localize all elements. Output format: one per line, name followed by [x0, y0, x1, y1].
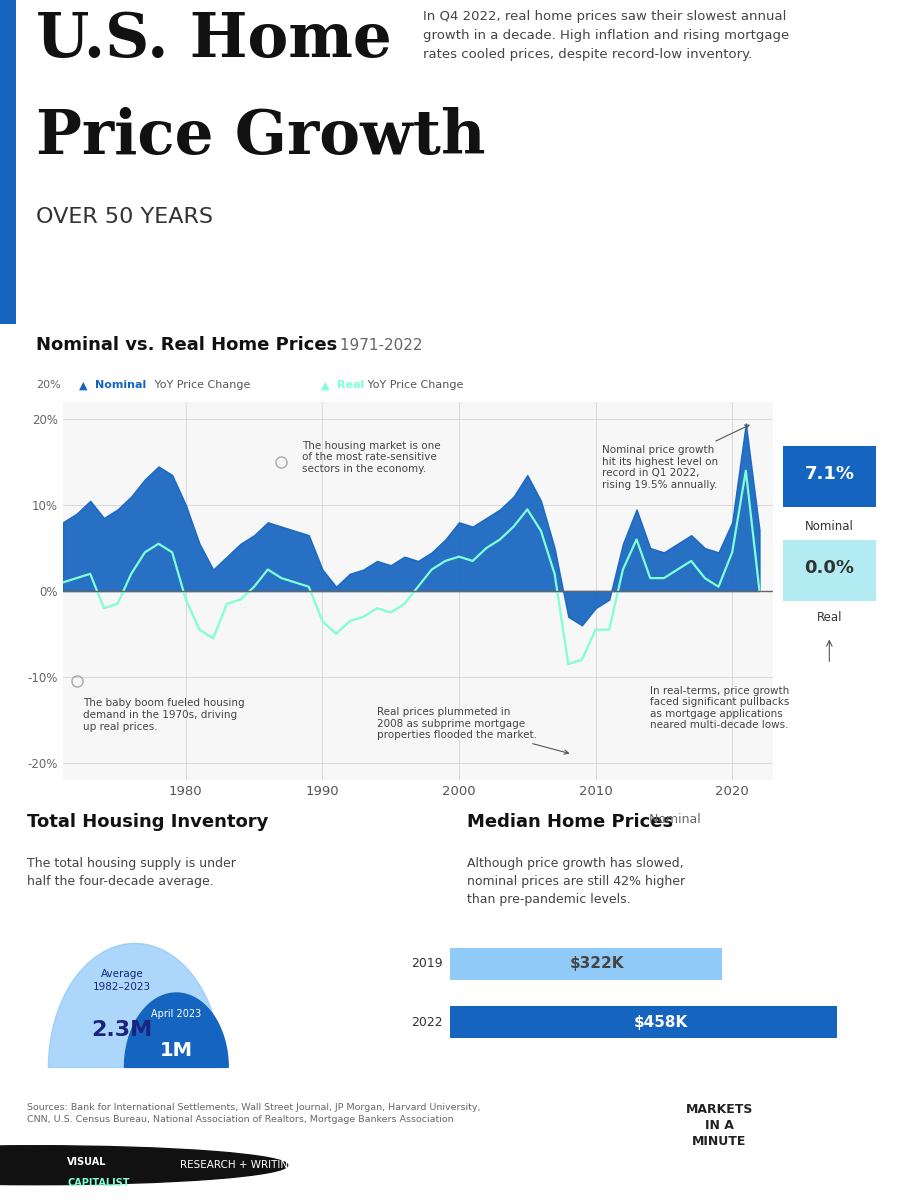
Text: Nominal: Nominal — [805, 520, 854, 533]
Text: Average
1982–2023: Average 1982–2023 — [93, 970, 151, 992]
Text: Median Home Prices: Median Home Prices — [467, 812, 673, 830]
FancyBboxPatch shape — [783, 446, 876, 506]
Text: Real: Real — [336, 380, 364, 390]
Text: U.S. Home: U.S. Home — [36, 10, 392, 70]
Bar — [0, 0, 16, 324]
Text: Sources: Bank for International Settlements, Wall Street Journal, JP Morgan, Har: Sources: Bank for International Settleme… — [27, 1103, 480, 1124]
Text: April 2023: April 2023 — [151, 1009, 201, 1019]
Bar — [450, 948, 722, 980]
Text: 20%: 20% — [36, 380, 61, 390]
Text: Nominal vs. Real Home Prices: Nominal vs. Real Home Prices — [36, 336, 337, 354]
Text: 2.3M: 2.3M — [92, 1020, 153, 1040]
Text: Price Growth: Price Growth — [36, 107, 485, 167]
Text: Nominal price growth
hit its highest level on
record in Q1 2022,
rising 19.5% an: Nominal price growth hit its highest lev… — [602, 425, 749, 490]
Text: The baby boom fueled housing
demand in the 1970s, driving
up real prices.: The baby boom fueled housing demand in t… — [84, 698, 245, 732]
Text: YoY Price Change: YoY Price Change — [364, 380, 464, 390]
Text: 2022: 2022 — [411, 1015, 442, 1028]
Text: The housing market is one
of the most rate-sensitive
sectors in the economy.: The housing market is one of the most ra… — [302, 440, 441, 474]
Polygon shape — [49, 943, 221, 1068]
Text: In Q4 2022, real home prices saw their slowest annual
growth in a decade. High i: In Q4 2022, real home prices saw their s… — [423, 10, 788, 61]
Text: 0.0%: 0.0% — [805, 559, 854, 577]
Text: OVER 50 YEARS: OVER 50 YEARS — [36, 208, 213, 227]
FancyBboxPatch shape — [783, 540, 876, 601]
Text: ▲: ▲ — [79, 380, 92, 390]
Text: VISUAL: VISUAL — [67, 1157, 107, 1166]
Text: Real prices plummeted in
2008 as subprime mortgage
properties flooded the market: Real prices plummeted in 2008 as subprim… — [377, 707, 568, 754]
Text: Total Housing Inventory: Total Housing Inventory — [27, 812, 268, 830]
Bar — [450, 1006, 837, 1038]
Text: 2019: 2019 — [411, 958, 442, 971]
Text: ▲: ▲ — [321, 380, 334, 390]
Polygon shape — [124, 994, 228, 1068]
Text: In real-terms, price growth
faced significant pullbacks
as mortgage applications: In real-terms, price growth faced signif… — [650, 685, 789, 731]
Text: Nominal: Nominal — [95, 380, 147, 390]
Text: RESEARCH + WRITING  Dorothy Neufeld  |  DESIGN  Miranda Smith: RESEARCH + WRITING Dorothy Neufeld | DES… — [180, 1160, 527, 1170]
Text: $322K: $322K — [570, 956, 625, 971]
Text: Although price growth has slowed,
nominal prices are still 42% higher
than pre-p: Although price growth has slowed, nomina… — [467, 857, 686, 906]
Text: CAPITALIST: CAPITALIST — [67, 1177, 130, 1188]
Text: Nominal: Nominal — [645, 812, 701, 826]
Text: Real: Real — [816, 611, 842, 624]
Text: f  /visualcapitalist    @visualcap    visualcapitalist.com: f /visualcapitalist @visualcap visualcap… — [566, 1160, 831, 1170]
Text: $458K: $458K — [634, 1015, 688, 1030]
Text: YoY Price Change: YoY Price Change — [151, 380, 250, 390]
Text: MARKETS
IN A
MINUTE: MARKETS IN A MINUTE — [686, 1103, 752, 1148]
Text: 1971-2022: 1971-2022 — [335, 337, 423, 353]
Text: 7.1%: 7.1% — [805, 464, 854, 482]
Text: The total housing supply is under
half the four-decade average.: The total housing supply is under half t… — [27, 857, 236, 888]
Circle shape — [0, 1146, 288, 1184]
Text: 1M: 1M — [160, 1040, 193, 1060]
